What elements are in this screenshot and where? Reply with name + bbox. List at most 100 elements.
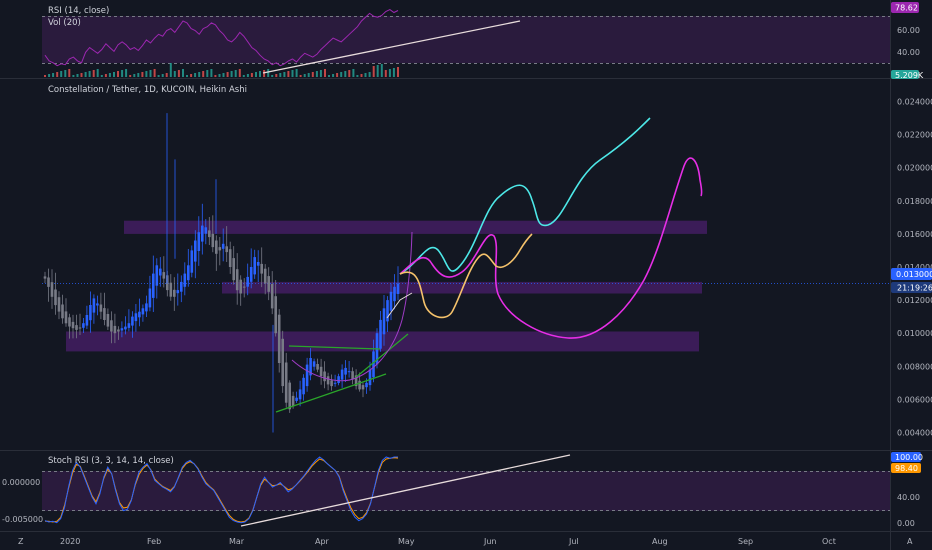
candle-body	[361, 385, 365, 390]
candle-body	[106, 314, 110, 327]
volume-bar	[88, 71, 91, 77]
volume-bar	[186, 75, 188, 77]
volume-bar	[332, 74, 335, 77]
volume-bar	[96, 69, 99, 77]
volume-bar	[311, 72, 314, 77]
time-axis[interactable]: 2020 Feb Mar Apr May Jun Jul Aug Sep Oct…	[18, 537, 913, 546]
volume-bar	[60, 71, 63, 77]
volume-bar	[76, 74, 79, 77]
volume-bar	[72, 75, 75, 77]
candle-body	[201, 225, 204, 242]
stoch-k-value: 100.00	[895, 453, 923, 462]
volume-bar	[255, 72, 257, 77]
time-label-apr: Apr	[315, 537, 330, 546]
volume-bar	[137, 73, 140, 77]
time-label-aug: Aug	[652, 537, 668, 546]
candle-body	[173, 289, 176, 297]
time-label-sep: Sep	[738, 537, 753, 546]
volume-bar	[141, 72, 144, 77]
volume-bar	[113, 72, 115, 77]
candle-body	[263, 268, 267, 284]
candle-body	[368, 369, 372, 386]
candle-body	[221, 243, 225, 249]
candle-body	[96, 303, 99, 306]
stoch-title: Stoch RSI (3, 3, 14, 14, close)	[48, 456, 174, 466]
volume-bar	[279, 73, 282, 77]
rsi-title: RSI (14, close)	[48, 6, 109, 16]
candle-body	[148, 288, 152, 308]
volume-bar	[202, 71, 205, 77]
stoch-k-line	[44, 456, 398, 524]
candle-body	[117, 329, 120, 332]
timezone-icon[interactable]: Z	[18, 537, 24, 546]
price-tick-label: 0.024000	[897, 98, 932, 107]
volume-bar	[348, 70, 351, 77]
candle-body	[333, 382, 337, 384]
candle-body	[208, 230, 211, 238]
zone-box	[124, 220, 707, 234]
candle-body	[47, 277, 50, 287]
green-support-line	[275, 373, 387, 413]
candle-body	[309, 358, 312, 376]
stoch-rsi-panel[interactable]: Stoch RSI (3, 3, 14, 14, close) 0.000000…	[2, 452, 923, 528]
price-tick-label: 0.012000	[897, 296, 932, 305]
volume-bar	[226, 72, 229, 77]
volume-bar	[283, 72, 286, 77]
candle-body	[372, 351, 375, 378]
candle-body	[330, 380, 333, 387]
green-rising-line	[354, 333, 409, 379]
auto-scale-icon[interactable]: A	[907, 537, 913, 546]
rsi-panel[interactable]: RSI (14, close) Vol (20) 60.00 40.00 78.…	[42, 2, 924, 80]
volume-bar	[238, 69, 241, 77]
vol-value-label: 5.209K	[895, 71, 924, 80]
candle-body	[270, 284, 274, 309]
candle-body	[138, 311, 141, 318]
volume-bar	[315, 71, 318, 77]
candle-body	[99, 304, 103, 312]
volume-bar	[80, 73, 83, 77]
time-label-oct: Oct	[822, 537, 836, 546]
volume-bar	[392, 68, 395, 77]
volume-bar	[397, 67, 399, 77]
stoch-left-tick-1: -0.005000	[2, 515, 43, 524]
volume-bar	[214, 75, 217, 77]
candle-body	[127, 323, 131, 328]
volume-bar	[263, 70, 266, 77]
volume-bar	[177, 70, 180, 77]
candle-body	[187, 265, 190, 281]
volume-bar	[340, 72, 343, 77]
volume-bar	[368, 72, 371, 77]
volume-bar	[145, 71, 148, 77]
volume-bar	[92, 70, 95, 77]
volume-bar	[104, 74, 107, 77]
candle-body	[110, 320, 113, 332]
rsi-value-label: 78.62	[895, 4, 918, 13]
candle-body	[43, 276, 47, 279]
candle-body	[340, 369, 344, 380]
price-axis-ticks: 0.024000 0.022000 0.020000 0.018000 0.016000…	[897, 98, 932, 438]
volume-bar	[328, 75, 330, 77]
vol-title: Vol (20)	[48, 18, 81, 28]
volume-bar	[64, 70, 67, 77]
candle-body	[190, 250, 194, 273]
candle-body	[323, 371, 326, 382]
rsi-tick-60: 60.00	[897, 26, 920, 35]
volume-bar	[44, 75, 46, 77]
volume-bar	[100, 75, 103, 77]
purple-wedge-curve	[291, 231, 413, 382]
volume-bar	[242, 75, 245, 77]
candle-body	[194, 240, 197, 262]
stoch-right-tick-40: 40.00	[897, 493, 920, 502]
main-panel[interactable]: 0.024000 0.022000 0.020000 0.018000 0.016000…	[42, 85, 932, 438]
rsi-tick-40: 40.00	[897, 48, 920, 57]
candle-body	[239, 279, 242, 294]
vol-value-tag	[891, 70, 919, 79]
candle-body	[288, 382, 291, 410]
volume-bar	[190, 74, 193, 77]
volume-bar	[291, 70, 294, 77]
rsi-value-tag	[891, 2, 919, 13]
candle-body	[215, 240, 218, 254]
volume-bar	[173, 71, 176, 77]
volume-bar	[267, 69, 270, 77]
